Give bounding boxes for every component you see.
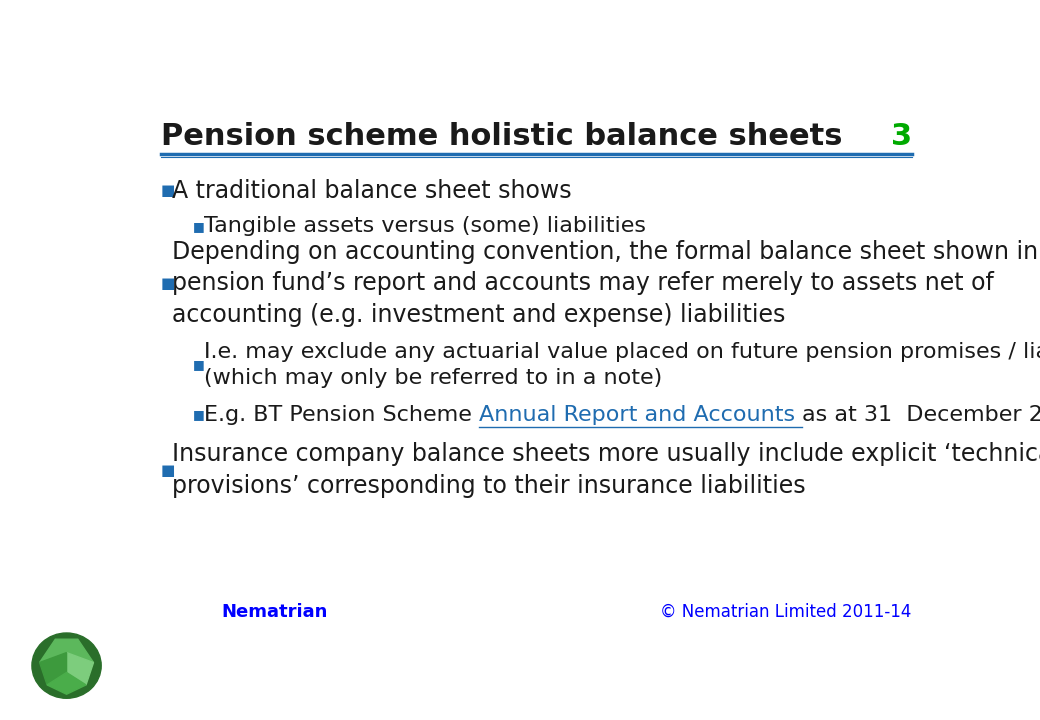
Text: ■: ■ (160, 462, 175, 477)
Text: © Nematrian Limited 2011-14: © Nematrian Limited 2011-14 (660, 603, 912, 621)
Text: as at 31  December 2010: as at 31 December 2010 (803, 405, 1040, 425)
Text: Pension scheme holistic balance sheets: Pension scheme holistic balance sheets (160, 122, 842, 151)
Polygon shape (40, 652, 67, 685)
Text: 3: 3 (890, 122, 912, 151)
Polygon shape (67, 652, 94, 685)
Text: Insurance company balance sheets more usually include explicit ‘technical
provis: Insurance company balance sheets more us… (172, 442, 1040, 498)
Text: ■: ■ (192, 359, 205, 372)
Text: Nematrian: Nematrian (222, 603, 328, 621)
Ellipse shape (32, 633, 101, 698)
Text: Depending on accounting convention, the formal balance sheet shown in a
pension : Depending on accounting convention, the … (172, 240, 1040, 327)
Text: Annual Report and Accounts: Annual Report and Accounts (479, 405, 803, 425)
Text: ■: ■ (160, 183, 175, 198)
Text: I.e. may exclude any actuarial value placed on future pension promises / liabili: I.e. may exclude any actuarial value pla… (204, 341, 1040, 388)
Text: ■: ■ (160, 276, 175, 291)
Text: Tangible assets versus (some) liabilities: Tangible assets versus (some) liabilitie… (204, 216, 646, 236)
Text: A traditional balance sheet shows: A traditional balance sheet shows (172, 179, 572, 202)
Polygon shape (40, 639, 94, 662)
Text: ■: ■ (192, 408, 205, 421)
Text: ■: ■ (192, 220, 205, 233)
Text: E.g. BT Pension Scheme: E.g. BT Pension Scheme (204, 405, 479, 425)
Polygon shape (47, 672, 86, 694)
